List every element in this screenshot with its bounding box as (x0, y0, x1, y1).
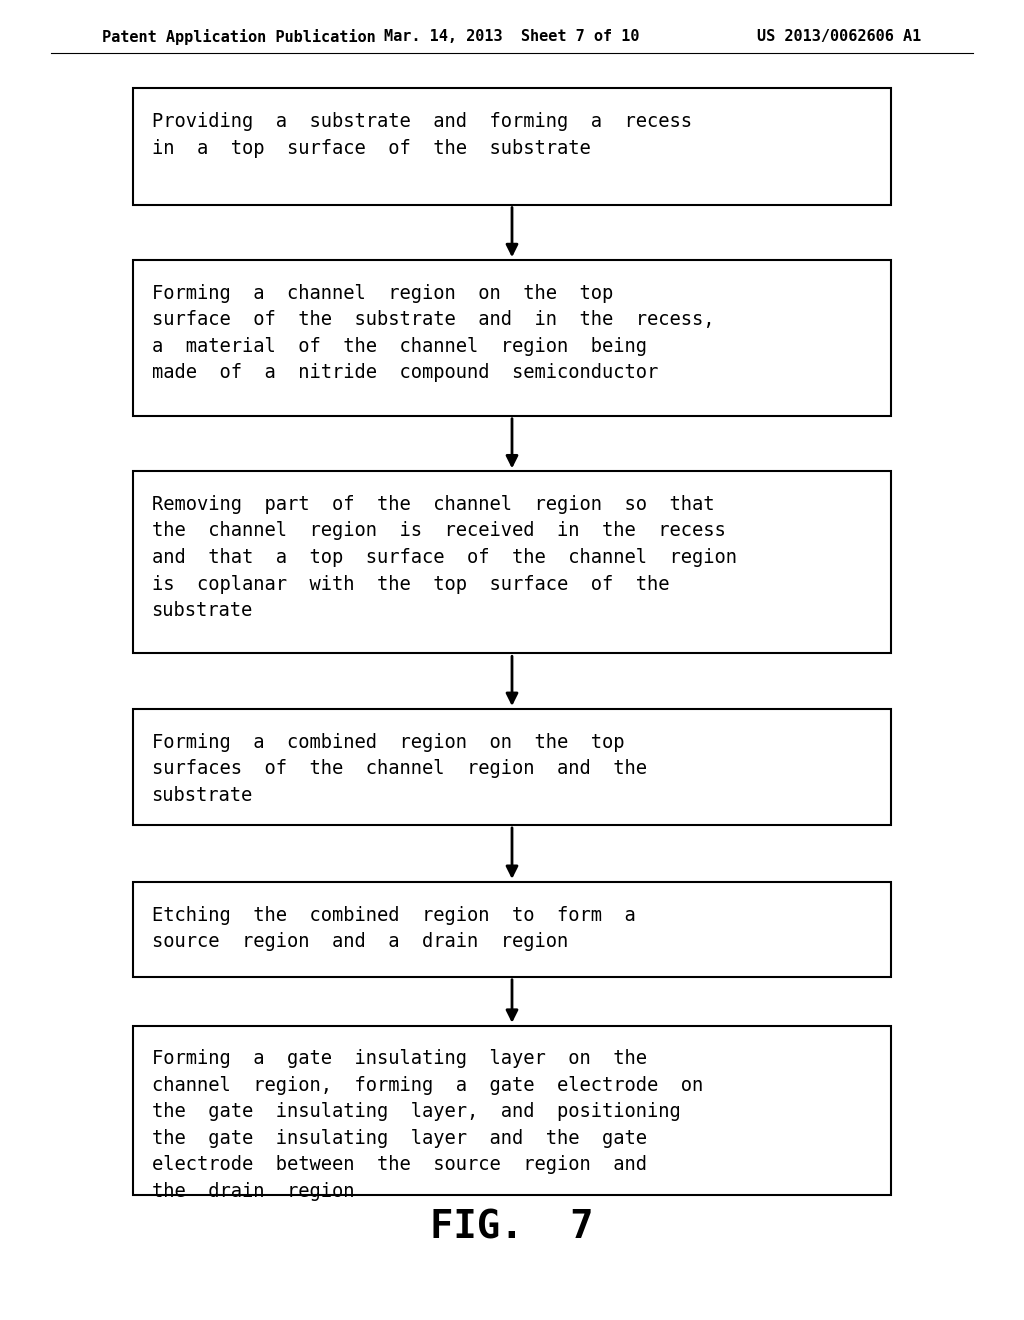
FancyBboxPatch shape (133, 1026, 891, 1195)
FancyBboxPatch shape (133, 882, 891, 977)
FancyBboxPatch shape (133, 471, 891, 653)
Text: Etching  the  combined  region  to  form  a
source  region  and  a  drain  regio: Etching the combined region to form a so… (152, 906, 635, 950)
Text: Mar. 14, 2013  Sheet 7 of 10: Mar. 14, 2013 Sheet 7 of 10 (384, 29, 640, 45)
FancyBboxPatch shape (133, 709, 891, 825)
Text: Forming  a  gate  insulating  layer  on  the
channel  region,  forming  a  gate : Forming a gate insulating layer on the c… (152, 1049, 702, 1201)
FancyBboxPatch shape (133, 260, 891, 416)
FancyBboxPatch shape (133, 88, 891, 205)
Text: Patent Application Publication: Patent Application Publication (102, 29, 376, 45)
Text: FIG.  7: FIG. 7 (430, 1209, 594, 1246)
Text: Forming  a  channel  region  on  the  top
surface  of  the  substrate  and  in  : Forming a channel region on the top surf… (152, 284, 714, 383)
Text: Forming  a  combined  region  on  the  top
surfaces  of  the  channel  region  a: Forming a combined region on the top sur… (152, 733, 646, 805)
Text: Removing  part  of  the  channel  region  so  that
the  channel  region  is  rec: Removing part of the channel region so t… (152, 495, 736, 620)
Text: US 2013/0062606 A1: US 2013/0062606 A1 (758, 29, 922, 45)
Text: Providing  a  substrate  and  forming  a  recess
in  a  top  surface  of  the  s: Providing a substrate and forming a rece… (152, 112, 691, 157)
